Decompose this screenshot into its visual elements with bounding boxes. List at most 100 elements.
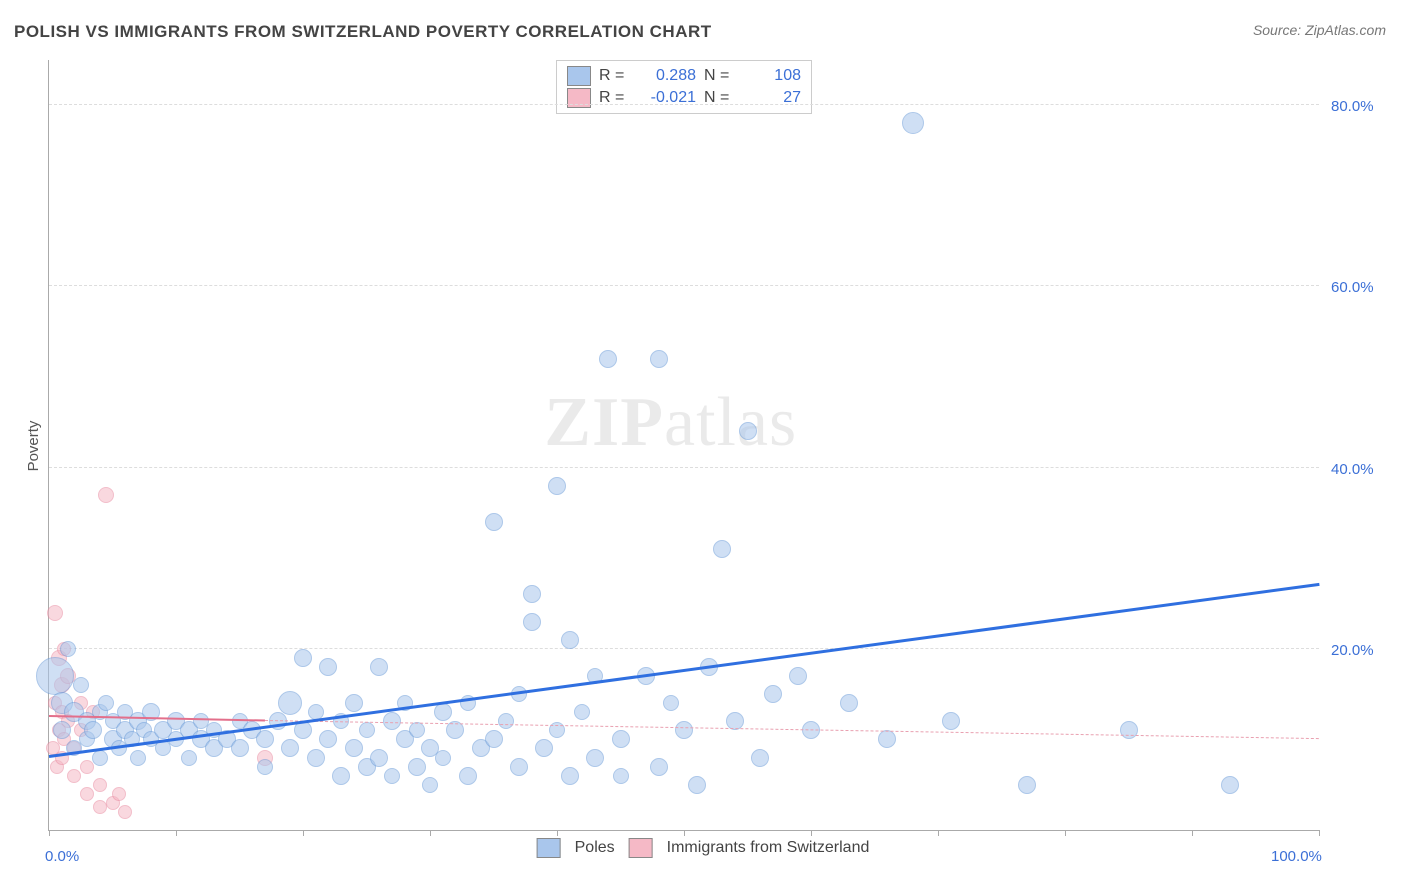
x-tick (1065, 830, 1066, 836)
data-point (345, 739, 363, 757)
watermark: ZIPatlas (544, 383, 797, 463)
data-point (118, 805, 132, 819)
data-point (256, 730, 274, 748)
data-point (675, 721, 693, 739)
data-point (688, 776, 706, 794)
data-point (764, 685, 782, 703)
x-tick (557, 830, 558, 836)
data-point (67, 769, 81, 783)
data-point (650, 758, 668, 776)
data-point (92, 750, 108, 766)
data-point (663, 695, 679, 711)
data-point (422, 777, 438, 793)
swatch-swiss-icon (629, 838, 653, 858)
x-tick (303, 830, 304, 836)
data-point (1221, 776, 1239, 794)
data-point (47, 605, 63, 621)
data-point (112, 787, 126, 801)
data-point (435, 750, 451, 766)
data-point (650, 350, 668, 368)
data-point (130, 750, 146, 766)
data-point (98, 487, 114, 503)
data-point (459, 767, 477, 785)
data-point (36, 657, 74, 695)
data-point (523, 585, 541, 603)
data-point (257, 759, 273, 775)
data-point (840, 694, 858, 712)
swatch-poles (567, 66, 591, 86)
data-point (93, 778, 107, 792)
gridline (49, 104, 1319, 105)
data-point (294, 649, 312, 667)
data-point (713, 540, 731, 558)
data-point (278, 691, 302, 715)
data-point (434, 703, 452, 721)
data-point (599, 350, 617, 368)
legend-row-swiss: R = -0.021 N = 27 (567, 87, 801, 109)
data-point (281, 739, 299, 757)
data-point (319, 730, 337, 748)
data-point (739, 422, 757, 440)
x-tick (49, 830, 50, 836)
data-point (751, 749, 769, 767)
data-point (612, 730, 630, 748)
y-axis-label: Poverty (25, 421, 42, 472)
data-point (231, 739, 249, 757)
gridline (49, 467, 1319, 468)
y-tick-label: 40.0% (1331, 461, 1374, 478)
data-point (409, 722, 425, 738)
correlation-legend: R = 0.288 N = 108 R = -0.021 N = 27 (556, 60, 812, 114)
data-point (561, 767, 579, 785)
data-point (586, 749, 604, 767)
data-point (60, 641, 76, 657)
x-tick (176, 830, 177, 836)
source-label: Source: ZipAtlas.com (1253, 22, 1386, 38)
series-legend: Poles Immigrants from Switzerland (537, 838, 870, 858)
data-point (370, 658, 388, 676)
gridline (49, 648, 1319, 649)
data-point (510, 758, 528, 776)
legend-label-poles: Poles (575, 839, 615, 857)
data-point (1120, 721, 1138, 739)
data-point (485, 730, 503, 748)
data-point (561, 631, 579, 649)
data-point (535, 739, 553, 757)
data-point (574, 704, 590, 720)
data-point (384, 768, 400, 784)
data-point (789, 667, 807, 685)
gridline (49, 285, 1319, 286)
chart-container: POLISH VS IMMIGRANTS FROM SWITZERLAND PO… (0, 0, 1406, 892)
data-point (332, 767, 350, 785)
legend-row-poles: R = 0.288 N = 108 (567, 65, 801, 87)
x-tick-label: 0.0% (45, 848, 79, 865)
y-tick-label: 80.0% (1331, 98, 1374, 115)
data-point (73, 677, 89, 693)
chart-title: POLISH VS IMMIGRANTS FROM SWITZERLAND PO… (14, 22, 712, 42)
data-point (181, 750, 197, 766)
x-tick (938, 830, 939, 836)
data-point (345, 694, 363, 712)
x-tick (430, 830, 431, 836)
data-point (98, 695, 114, 711)
data-point (84, 721, 102, 739)
x-tick (811, 830, 812, 836)
data-point (902, 112, 924, 134)
data-point (319, 658, 337, 676)
legend-label-swiss: Immigrants from Switzerland (667, 839, 870, 857)
data-point (80, 787, 94, 801)
data-point (1018, 776, 1036, 794)
y-tick-label: 60.0% (1331, 279, 1374, 296)
data-point (408, 758, 426, 776)
data-point (523, 613, 541, 631)
x-tick (1319, 830, 1320, 836)
data-point (613, 768, 629, 784)
data-point (359, 722, 375, 738)
data-point (942, 712, 960, 730)
data-point (498, 713, 514, 729)
data-point (485, 513, 503, 531)
data-point (370, 749, 388, 767)
plot-area: ZIPatlas R = 0.288 N = 108 R = -0.021 N … (48, 60, 1319, 831)
data-point (307, 749, 325, 767)
data-point (548, 477, 566, 495)
data-point (53, 721, 71, 739)
